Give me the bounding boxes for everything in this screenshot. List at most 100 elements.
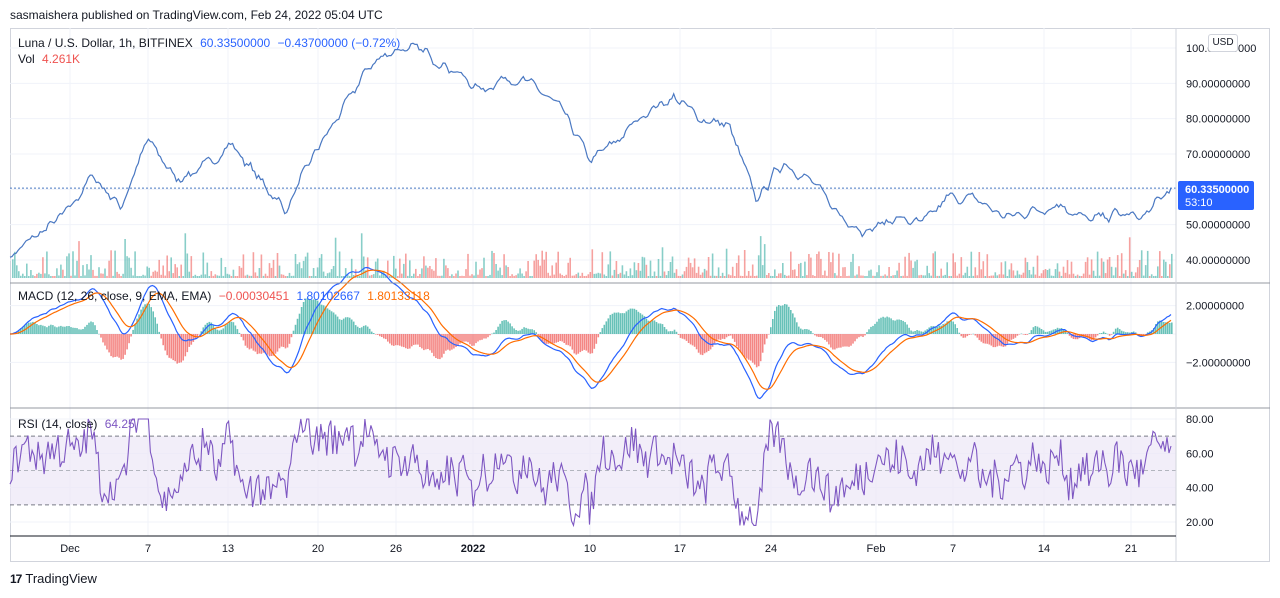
- volume-bar: [421, 268, 423, 278]
- volume-bar: [74, 275, 76, 278]
- macd-histogram-bar: [806, 329, 808, 334]
- macd-histogram-bar: [210, 322, 213, 334]
- macd-histogram-bar: [858, 334, 860, 338]
- volume-bar: [354, 269, 357, 278]
- volume-bar: [689, 262, 692, 278]
- macd-histogram-bar: [429, 334, 431, 351]
- macd-line: [9, 266, 1172, 400]
- macd-histogram-bar: [1066, 333, 1069, 334]
- macd-histogram-bar: [479, 334, 481, 341]
- macd-histogram-bar: [653, 320, 656, 334]
- currency-button[interactable]: USD: [1208, 34, 1238, 52]
- volume-bar: [936, 275, 938, 278]
- time-axis-label: 26: [390, 543, 402, 555]
- volume-bar: [1159, 251, 1161, 278]
- macd-histogram-bar: [437, 334, 439, 359]
- macd-histogram-bar: [595, 334, 598, 344]
- macd-histogram-bar: [1070, 334, 1073, 338]
- macd-histogram-bar: [304, 298, 307, 334]
- macd-histogram-bar: [1028, 333, 1031, 334]
- macd-histogram-bar: [397, 334, 399, 346]
- volume-bar: [461, 275, 463, 278]
- macd-histogram-bar: [485, 334, 487, 339]
- volume-bar: [501, 275, 503, 278]
- macd-histogram-bar: [150, 307, 152, 334]
- volume-bar: [401, 273, 403, 278]
- volume-bar: [527, 261, 529, 278]
- macd-histogram-bar: [559, 334, 561, 341]
- footer-brand[interactable]: 17 TradingView: [10, 571, 97, 586]
- macd-histogram-bar: [599, 332, 602, 334]
- macd-histogram-bar: [174, 334, 176, 362]
- macd-histogram-bar: [92, 322, 94, 334]
- macd-histogram-bar: [469, 334, 471, 345]
- macd-histogram-bar: [772, 319, 774, 334]
- macd-histogram-bar: [852, 334, 854, 344]
- signal-line-value: 1.80133118: [367, 289, 430, 303]
- macd-histogram-bar: [519, 330, 521, 334]
- macd-histogram-bar: [613, 312, 616, 334]
- macd-histogram-bar: [876, 321, 878, 334]
- volume-bar: [246, 274, 249, 278]
- macd-histogram-bar: [503, 320, 505, 334]
- volume-bar: [1108, 257, 1111, 278]
- macd-histogram-bar: [260, 334, 263, 354]
- macd-histogram-bar: [1014, 334, 1017, 338]
- volume-bar: [617, 274, 620, 278]
- volume-bar: [737, 255, 740, 278]
- symbol-label: Luna / U.S. Dollar, 1h, BITFINEX: [18, 36, 193, 50]
- volume-bar: [348, 276, 351, 278]
- volume-bar: [832, 252, 834, 278]
- volume-bar: [661, 247, 664, 278]
- macd-histogram-bar: [1052, 329, 1055, 334]
- volume-bar: [102, 273, 104, 278]
- macd-histogram-bar: [1078, 334, 1081, 339]
- volume-bar: [902, 275, 904, 278]
- volume-bar: [1038, 275, 1041, 278]
- volume-bar: [804, 261, 806, 278]
- macd-histogram-bar: [96, 330, 98, 334]
- macd-histogram-bar: [368, 328, 371, 334]
- last-price-value: 60.33500000: [200, 36, 271, 50]
- volume-bar: [322, 271, 325, 278]
- macd-histogram-bar: [324, 306, 327, 334]
- volume-bar: [296, 264, 299, 278]
- macd-histogram-bar: [1046, 331, 1049, 334]
- macd-histogram-bar: [455, 334, 457, 347]
- volume-bar: [1034, 274, 1037, 278]
- macd-histogram-bar: [1134, 332, 1137, 334]
- macd-histogram-bar: [739, 334, 742, 353]
- volume-bar: [118, 273, 120, 278]
- volume-bar: [507, 267, 509, 278]
- macd-histogram-bar: [1048, 331, 1051, 334]
- macd-histogram-bar: [1106, 333, 1109, 335]
- volume-bar: [58, 275, 60, 278]
- macd-histogram-bar: [72, 327, 74, 334]
- macd-histogram-bar: [242, 334, 245, 341]
- volume-bar: [1030, 274, 1033, 278]
- volume-bar: [653, 271, 656, 278]
- macd-histogram-bar: [74, 327, 76, 334]
- volume-bar: [405, 253, 407, 278]
- macd-histogram-bar: [665, 329, 668, 334]
- volume-bar: [603, 274, 606, 278]
- macd-histogram-bar: [583, 334, 586, 350]
- volume-bar: [172, 273, 174, 278]
- macd-histogram-bar: [1032, 327, 1035, 334]
- volume-bar: [437, 275, 439, 278]
- volume-bar: [577, 272, 580, 278]
- rsi-value: 64.25: [104, 417, 135, 431]
- macd-histogram-bar: [848, 334, 850, 347]
- volume-bar: [703, 268, 706, 278]
- volume-bar: [595, 273, 598, 278]
- macd-histogram-bar: [565, 334, 567, 345]
- volume-bar: [86, 264, 88, 278]
- volume-bar: [232, 269, 235, 278]
- volume-bar: [631, 275, 634, 278]
- macd-histogram-bar: [86, 324, 88, 334]
- price-legend: Luna / U.S. Dollar, 1h, BITFINEX 60.3350…: [18, 36, 404, 50]
- volume-bar: [282, 274, 285, 278]
- macd-histogram-bar: [948, 321, 950, 334]
- macd-histogram-bar: [990, 334, 993, 346]
